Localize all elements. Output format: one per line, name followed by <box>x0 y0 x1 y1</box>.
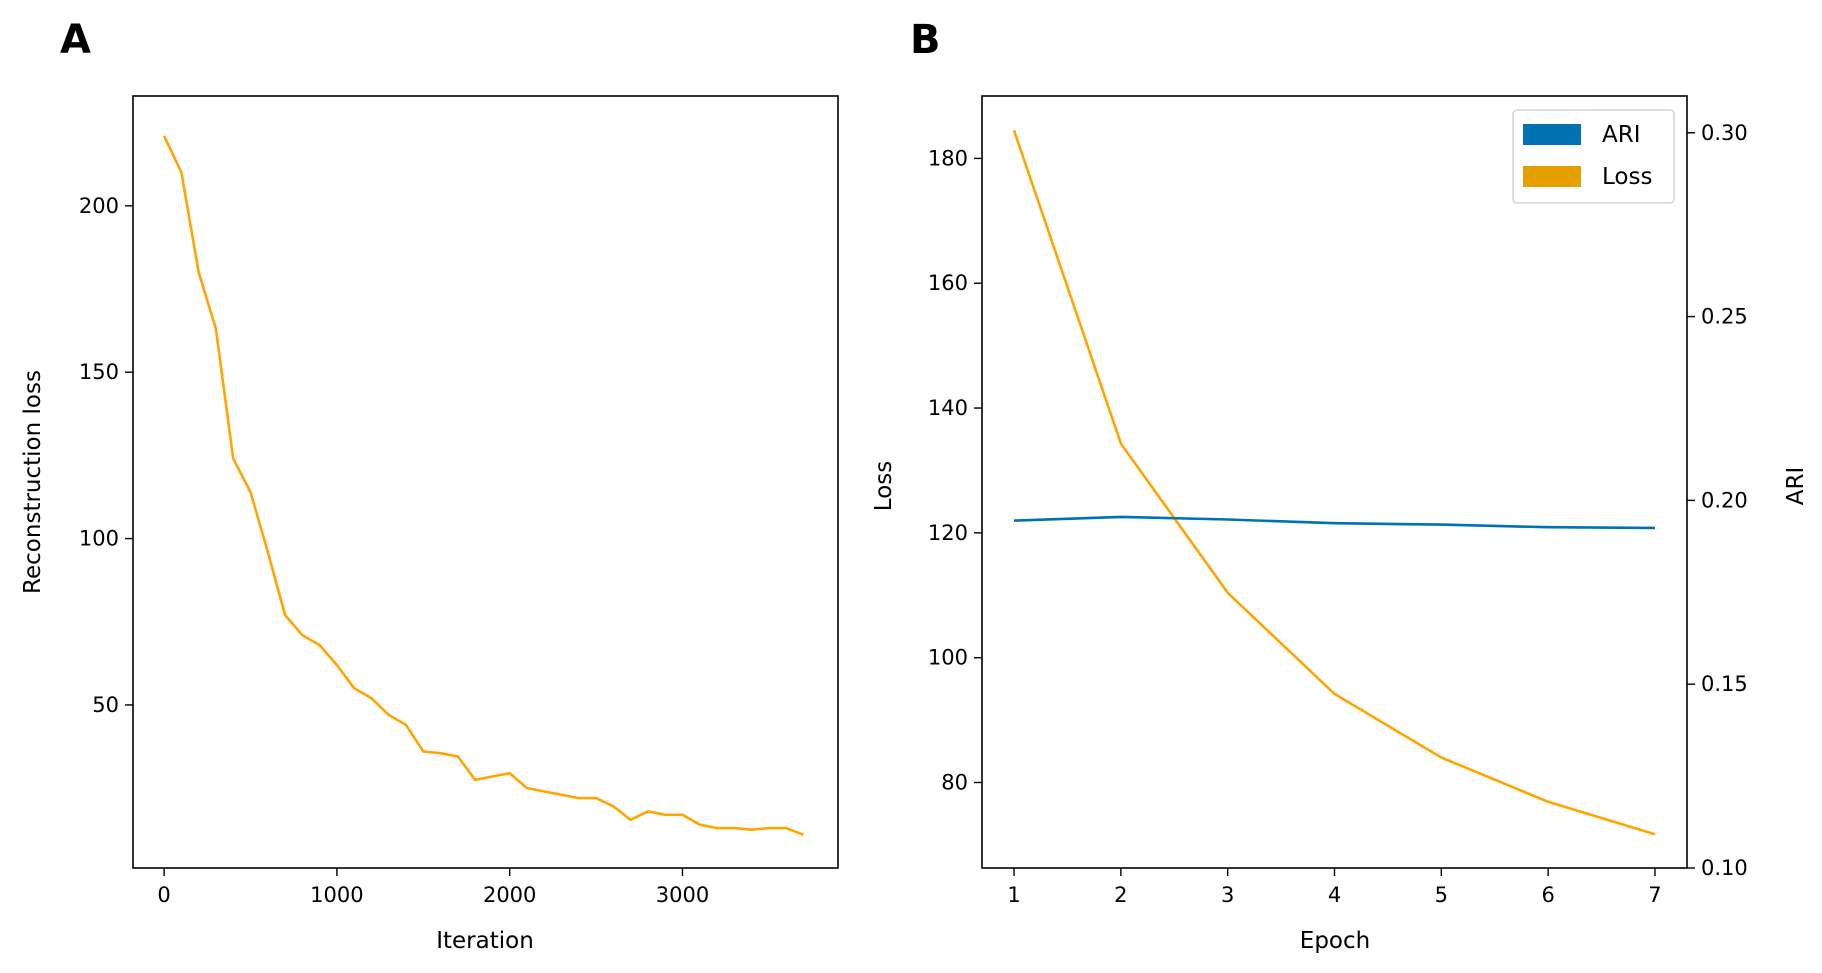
panel-a-x-tick-label: 3000 <box>656 883 709 907</box>
panel-b-legend: ARI Loss <box>1512 109 1675 204</box>
panel-b-y-tick-label: 140 <box>928 396 968 420</box>
panel-a-series-group <box>162 135 804 836</box>
legend-swatch-loss <box>1523 166 1581 187</box>
panel-b-loss-line <box>1012 129 1656 836</box>
panel-b-y2-tick-label: 0.30 <box>1701 121 1748 145</box>
panel-a-y-tick-label: 150 <box>79 360 119 384</box>
panel-b-x-tick-label: 7 <box>1648 883 1661 907</box>
panel-b-y-tick-label: 120 <box>928 521 968 545</box>
panel-b-y-tick-label: 180 <box>928 146 968 170</box>
panel-a-x-tick-label: 2000 <box>483 883 536 907</box>
panel-b-y2-tick-label: 0.15 <box>1701 672 1748 696</box>
panel-b-y-tick-label: 80 <box>941 770 968 794</box>
panel-b-x-tick-label: 5 <box>1435 883 1448 907</box>
panel-a-x-axis-label: Iteration <box>436 928 534 954</box>
legend-label-loss: Loss <box>1602 164 1652 190</box>
panel-b-x-tick-label: 3 <box>1221 883 1234 907</box>
panel-b-y-axis-label: Loss <box>871 461 897 511</box>
panel-b-x-axis-label: Epoch <box>1300 928 1370 954</box>
panel-b-x-tick-label: 4 <box>1328 883 1341 907</box>
legend-label-ari: ARI <box>1602 122 1641 148</box>
panel-b-y-ticks: 80 100 120 140 160 180 <box>928 146 982 794</box>
panel-b-y2-tick-label: 0.25 <box>1701 305 1748 329</box>
panel-a-y-tick-label: 50 <box>92 693 119 717</box>
panel-a-x-tick-label: 0 <box>157 883 170 907</box>
panel-a-loss-line <box>162 135 804 836</box>
panel-b-letter: B <box>910 17 941 63</box>
panel-a-y-axis-label: Reconstruction loss <box>20 370 46 594</box>
panel-b-y2-ticks: 0.10 0.15 0.20 0.25 0.30 <box>1687 121 1748 880</box>
panel-b-y-tick-label: 160 <box>928 271 968 295</box>
panel-b-x-ticks: 1 2 3 4 5 6 7 <box>1007 868 1662 907</box>
panel-a-y-tick-label: 100 <box>79 527 119 551</box>
panel-b-y2-tick-label: 0.10 <box>1701 856 1748 880</box>
panel-b-x-tick-label: 6 <box>1541 883 1554 907</box>
panel-a-frame <box>132 95 839 869</box>
panel-b-y2-tick-label: 0.20 <box>1701 488 1748 512</box>
panel-a-x-tick-label: 1000 <box>310 883 363 907</box>
panel-a-chart: 0 1000 2000 3000 50 100 150 200 Iteration Reco… <box>20 95 839 954</box>
panel-a-letter: A <box>60 17 91 63</box>
panel-b-ari-line <box>1013 515 1656 530</box>
panel-a-x-ticks: 0 1000 2000 3000 <box>157 868 709 907</box>
panel-b-y2-axis-label: ARI <box>1783 467 1809 506</box>
legend-swatch-ari <box>1523 124 1581 145</box>
panel-b-series-group <box>1012 129 1656 836</box>
panel-a-y-ticks: 50 100 150 200 <box>79 194 133 717</box>
panel-b-x-tick-label: 2 <box>1114 883 1127 907</box>
panel-b-frame <box>981 95 1688 869</box>
panel-a-y-tick-label: 200 <box>79 194 119 218</box>
panel-b-y-tick-label: 100 <box>928 646 968 670</box>
panel-b-x-tick-label: 1 <box>1007 883 1020 907</box>
